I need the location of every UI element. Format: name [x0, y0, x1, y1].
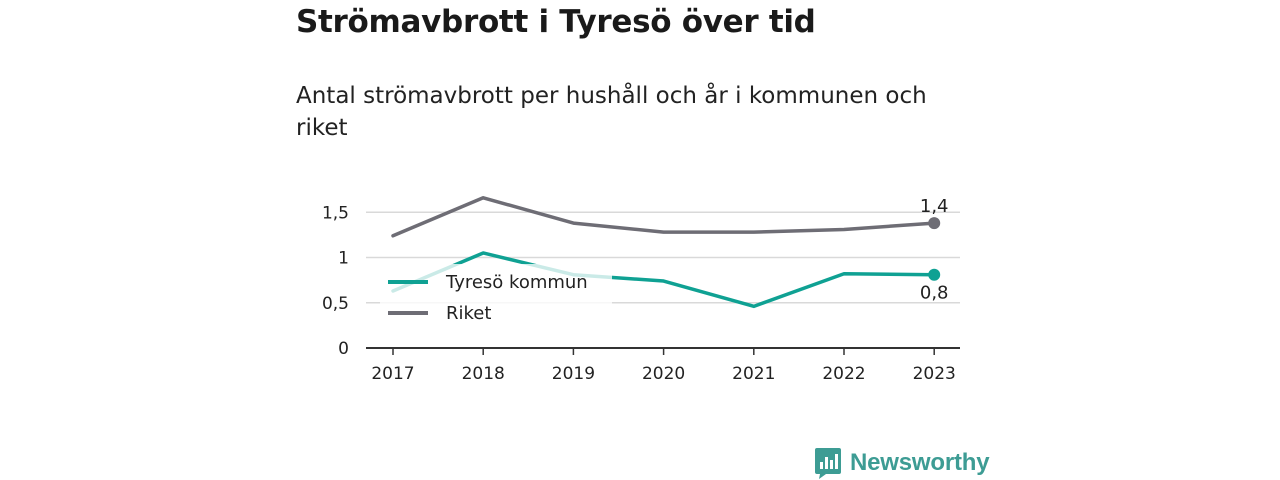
y-tick-label: 1,5 — [322, 203, 349, 223]
end-value-label-0: 0,8 — [920, 283, 949, 304]
brand-name: Newsworthy — [850, 449, 990, 476]
series-lines — [391, 196, 941, 309]
series-end-marker-0 — [928, 268, 941, 281]
end-labels: 0,8 1,4 — [920, 196, 949, 304]
newsworthy-logo: Newsworthy — [814, 446, 990, 480]
x-tick-label: 2023 — [913, 364, 956, 384]
chart-title: Strömavbrott i Tyresö över tid — [296, 4, 816, 40]
x-tick-label: 2019 — [552, 364, 595, 384]
legend-label-0: Tyresö kommun — [445, 272, 588, 293]
x-tick-label: 2017 — [371, 364, 414, 384]
legend-label-1: Riket — [446, 303, 491, 324]
legend-background — [380, 264, 612, 330]
chart-subtitle: Antal strömavbrott per hushåll och år i … — [296, 83, 927, 141]
x-tick-label: 2022 — [822, 364, 865, 384]
newsworthy-logo-icon — [815, 448, 841, 479]
x-axis: 2017 2018 2019 2020 2021 2022 2023 — [366, 347, 960, 384]
y-tick-label: 1 — [338, 249, 349, 269]
series-end-marker-1 — [928, 217, 941, 230]
legend: Tyresö kommun Riket — [380, 264, 612, 330]
series-line-0 — [391, 251, 936, 309]
y-tick-label: 0 — [338, 339, 349, 359]
y-tick-label: 0,5 — [322, 294, 349, 314]
y-axis-ticks: 0 0,5 1 1,5 — [322, 203, 349, 359]
x-tick-label: 2021 — [732, 364, 775, 384]
series-line-1 — [391, 196, 936, 238]
end-value-label-1: 1,4 — [920, 196, 949, 217]
x-tick-label: 2020 — [642, 364, 685, 384]
x-tick-label: 2018 — [462, 364, 505, 384]
